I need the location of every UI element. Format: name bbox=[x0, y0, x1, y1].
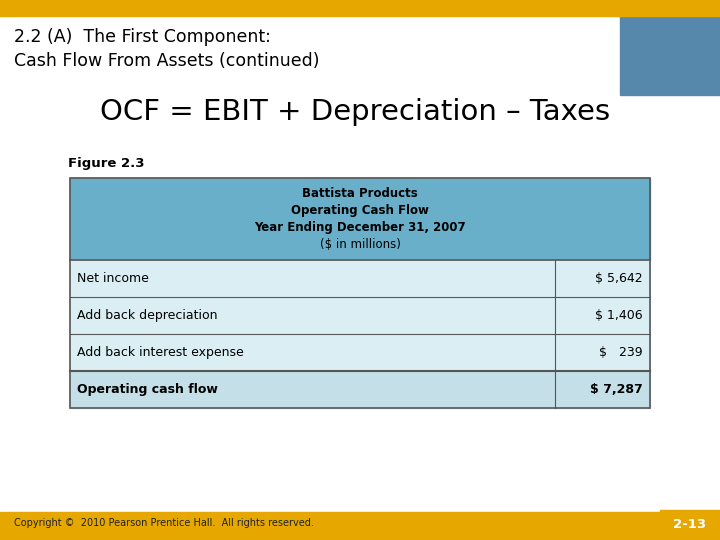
Text: 2-13: 2-13 bbox=[673, 518, 706, 531]
Text: $ 5,642: $ 5,642 bbox=[595, 272, 643, 285]
Text: Battista Products: Battista Products bbox=[302, 187, 418, 200]
Text: Add back interest expense: Add back interest expense bbox=[77, 346, 244, 359]
Text: Operating cash flow: Operating cash flow bbox=[77, 383, 218, 396]
Bar bbox=[70, 297, 650, 334]
Bar bbox=[70, 334, 650, 371]
Text: $   239: $ 239 bbox=[599, 346, 643, 359]
Text: OCF = EBIT + Depreciation – Taxes: OCF = EBIT + Depreciation – Taxes bbox=[100, 98, 610, 126]
Text: Operating Cash Flow: Operating Cash Flow bbox=[291, 204, 429, 217]
Bar bbox=[0, 512, 720, 540]
Bar bbox=[70, 178, 650, 408]
Text: Add back depreciation: Add back depreciation bbox=[77, 309, 217, 322]
Text: $ 7,287: $ 7,287 bbox=[590, 383, 643, 396]
Bar bbox=[70, 178, 650, 260]
Text: Year Ending December 31, 2007: Year Ending December 31, 2007 bbox=[254, 221, 466, 234]
Bar bbox=[660, 510, 720, 540]
Bar bbox=[620, 0, 720, 95]
Text: ($ in millions): ($ in millions) bbox=[320, 238, 400, 251]
Text: Cash Flow From Assets (continued): Cash Flow From Assets (continued) bbox=[14, 52, 320, 70]
Text: Copyright ©  2010 Pearson Prentice Hall.  All rights reserved.: Copyright © 2010 Pearson Prentice Hall. … bbox=[14, 518, 314, 528]
Text: Net income: Net income bbox=[77, 272, 149, 285]
Bar bbox=[70, 371, 650, 408]
Text: $ 1,406: $ 1,406 bbox=[595, 309, 643, 322]
Bar bbox=[70, 178, 650, 408]
Text: 2.2 (A)  The First Component:: 2.2 (A) The First Component: bbox=[14, 28, 271, 46]
Bar bbox=[0, 0, 720, 16]
Bar bbox=[70, 260, 650, 297]
Text: Figure 2.3: Figure 2.3 bbox=[68, 157, 145, 170]
